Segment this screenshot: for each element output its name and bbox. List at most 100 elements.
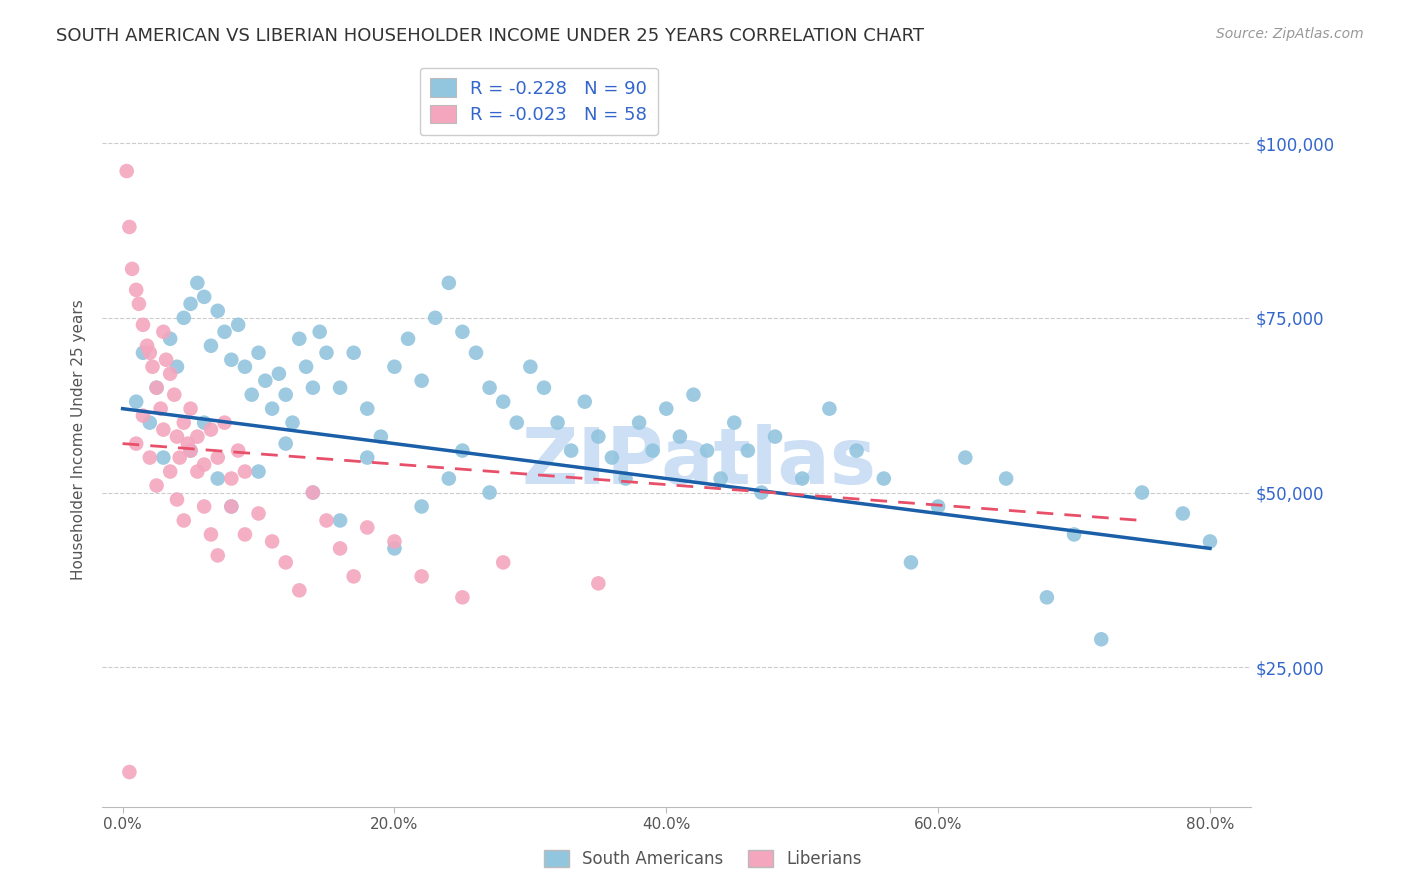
Point (696, 443, 718, 458)
Point (628, 416, 651, 430)
Point (295, 359, 318, 374)
Point (506, 416, 529, 430)
Point (792, 471, 814, 485)
Point (214, 325, 236, 339)
Point (288, 583, 311, 598)
Point (145, 381, 167, 395)
Point (873, 471, 896, 485)
Point (411, 500, 433, 514)
Point (247, 507, 270, 521)
Point (207, 471, 229, 485)
Point (207, 450, 229, 465)
Point (315, 513, 337, 527)
Point (356, 401, 378, 416)
Point (233, 527, 256, 541)
Point (115, 164, 138, 178)
Point (315, 345, 337, 359)
Point (145, 478, 167, 492)
Point (900, 555, 922, 569)
Point (329, 541, 352, 556)
Point (267, 367, 290, 381)
Point (177, 436, 200, 450)
Point (614, 471, 637, 485)
Point (226, 318, 249, 332)
Point (221, 471, 243, 485)
Point (125, 436, 148, 450)
Point (193, 500, 215, 514)
Point (356, 520, 378, 534)
Point (159, 332, 181, 346)
Point (132, 409, 155, 423)
Point (240, 387, 263, 401)
Point (152, 325, 174, 339)
Point (763, 429, 786, 443)
Point (1130, 485, 1153, 500)
Point (186, 276, 208, 290)
Point (588, 576, 610, 591)
Text: SOUTH AMERICAN VS LIBERIAN HOUSEHOLDER INCOME UNDER 25 YEARS CORRELATION CHART: SOUTH AMERICAN VS LIBERIAN HOUSEHOLDER I… (56, 27, 924, 45)
Point (180, 297, 202, 311)
Point (128, 297, 150, 311)
Point (751, 485, 773, 500)
Point (139, 416, 162, 430)
Point (214, 416, 236, 430)
Point (437, 471, 460, 485)
Point (226, 443, 249, 458)
Point (139, 450, 162, 465)
Point (173, 416, 195, 430)
Point (173, 310, 195, 325)
Point (186, 465, 208, 479)
Point (118, 765, 141, 780)
Point (207, 549, 229, 563)
Point (233, 465, 256, 479)
Point (302, 485, 325, 500)
Point (159, 465, 181, 479)
Point (1063, 527, 1085, 541)
Point (411, 569, 433, 583)
Point (118, 219, 141, 234)
Point (343, 569, 366, 583)
Point (173, 513, 195, 527)
Point (274, 436, 297, 450)
Point (723, 416, 745, 430)
Point (145, 381, 167, 395)
Point (132, 345, 155, 359)
Point (411, 374, 433, 388)
Point (437, 276, 460, 290)
Point (669, 429, 692, 443)
Point (152, 450, 174, 465)
Point (845, 443, 868, 458)
Point (574, 394, 596, 409)
Point (396, 332, 419, 346)
Point (180, 401, 202, 416)
Point (356, 450, 378, 465)
Point (288, 332, 311, 346)
Point (200, 423, 222, 437)
Point (955, 450, 977, 465)
Point (200, 527, 222, 541)
Point (274, 555, 297, 569)
Point (425, 310, 447, 325)
Point (221, 352, 243, 367)
Point (384, 359, 406, 374)
Point (125, 394, 148, 409)
Point (262, 534, 284, 549)
Point (995, 471, 1018, 485)
Point (370, 429, 392, 443)
Point (641, 443, 664, 458)
Point (193, 416, 215, 430)
Point (818, 401, 841, 416)
Point (737, 443, 759, 458)
Point (547, 416, 569, 430)
Point (1090, 632, 1112, 647)
Point (588, 429, 610, 443)
Text: ZIPatlas: ZIPatlas (522, 424, 877, 500)
Text: Source: ZipAtlas.com: Source: ZipAtlas.com (1216, 27, 1364, 41)
Point (1036, 591, 1059, 605)
Point (166, 429, 188, 443)
Point (247, 465, 270, 479)
Point (247, 345, 270, 359)
Point (207, 303, 229, 318)
Point (600, 450, 623, 465)
Point (121, 261, 143, 276)
